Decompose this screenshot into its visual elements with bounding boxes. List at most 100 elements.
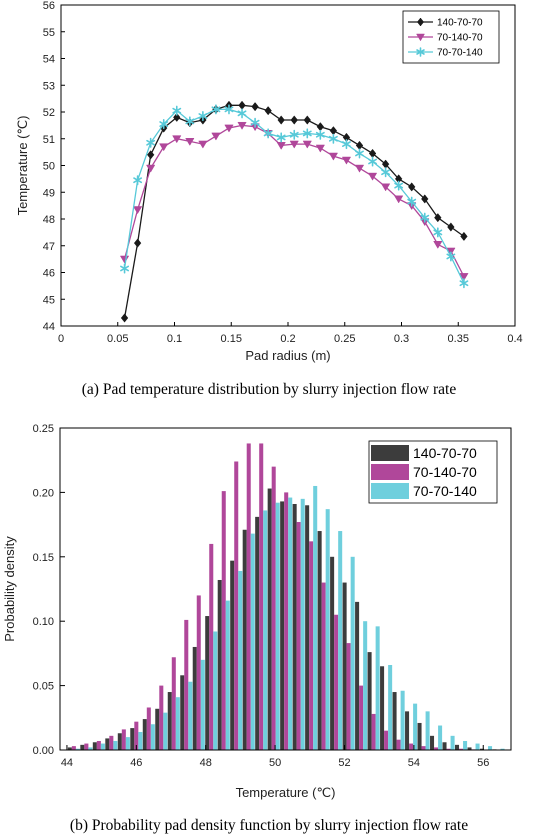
asterisk-marker bbox=[159, 119, 169, 130]
asterisk-marker bbox=[394, 180, 404, 191]
x-tick-label: 0.3 bbox=[394, 333, 409, 345]
diamond-marker bbox=[408, 182, 416, 192]
line-chart-legend: 140-70-70 70-140-70 70-70-140 bbox=[402, 10, 500, 64]
triangle-down-marker bbox=[159, 143, 169, 152]
triangle-down-marker bbox=[315, 144, 325, 153]
legend-label: 70-140-70 bbox=[413, 464, 477, 480]
triangle-down-marker bbox=[224, 124, 234, 133]
histogram-bar bbox=[330, 556, 335, 750]
histogram-bar bbox=[188, 681, 193, 750]
diamond-marker bbox=[434, 213, 442, 223]
diamond-marker bbox=[447, 222, 455, 232]
x-tick-label: 0.1 bbox=[167, 333, 182, 345]
x-tick-label: 0.4 bbox=[507, 333, 522, 345]
histogram-bar bbox=[421, 746, 426, 750]
histogram-bar bbox=[371, 713, 376, 750]
histogram-bar bbox=[288, 497, 293, 750]
asterisk-marker bbox=[276, 132, 286, 143]
triangle-down-marker bbox=[211, 132, 221, 141]
histogram-bar bbox=[325, 509, 330, 750]
triangle-down-marker bbox=[132, 206, 143, 215]
histogram-bar bbox=[209, 543, 214, 750]
histogram-bar bbox=[450, 735, 455, 750]
histogram-bar bbox=[500, 748, 505, 750]
histogram-bar bbox=[359, 685, 364, 750]
diamond-marker bbox=[264, 106, 272, 116]
histogram-bar bbox=[155, 708, 160, 750]
histogram-legend: 140-70-70 70-140-70 70-70-140 bbox=[368, 440, 498, 504]
histogram-bar bbox=[317, 531, 322, 750]
y-tick-label: 48 bbox=[43, 214, 55, 226]
legend-label: 70-70-140 bbox=[437, 48, 483, 59]
triangle-down-marker bbox=[354, 164, 365, 173]
y-tick-label: 52 bbox=[43, 107, 55, 119]
histogram-bar bbox=[113, 740, 118, 750]
asterisk-marker bbox=[120, 263, 129, 274]
histogram-bars bbox=[67, 443, 505, 750]
y-tick-label: 47 bbox=[43, 241, 55, 253]
histogram-bar bbox=[80, 744, 85, 750]
histogram-bar bbox=[350, 556, 355, 750]
histogram-bar bbox=[363, 621, 368, 750]
asterisk-marker bbox=[224, 104, 234, 115]
legend-swatch bbox=[371, 483, 409, 499]
histogram-bar bbox=[334, 614, 339, 750]
histogram-bar bbox=[134, 721, 139, 750]
histogram-bar bbox=[67, 747, 72, 750]
histogram-bar bbox=[430, 735, 435, 750]
x-tick-label: 0.35 bbox=[448, 333, 469, 345]
triangle-down-marker bbox=[237, 121, 247, 130]
histogram-bar bbox=[409, 743, 414, 750]
histogram-bar bbox=[196, 595, 201, 750]
asterisk-marker bbox=[368, 156, 377, 167]
triangle-down-marker bbox=[185, 138, 195, 146]
asterisk-marker bbox=[446, 251, 456, 262]
histogram-bar bbox=[171, 657, 176, 750]
histogram-bar bbox=[238, 570, 243, 750]
histogram-bar bbox=[388, 664, 393, 750]
y-tick-label: 55 bbox=[43, 27, 55, 39]
histogram-bar bbox=[342, 582, 347, 750]
asterisk-marker bbox=[416, 47, 425, 57]
y-tick-label: 0.20 bbox=[33, 487, 54, 499]
histogram-bar bbox=[217, 579, 222, 750]
line-chart-x-axis-label: Pad radius (m) bbox=[245, 348, 330, 363]
histogram-bar bbox=[121, 729, 126, 750]
histogram-bar bbox=[213, 631, 218, 750]
asterisk-marker bbox=[263, 128, 273, 139]
asterisk-marker bbox=[381, 167, 391, 178]
asterisk-marker bbox=[289, 129, 299, 140]
x-tick-label: 54 bbox=[408, 757, 420, 769]
histogram-bar bbox=[280, 501, 285, 750]
asterisk-marker bbox=[133, 175, 143, 186]
x-tick-label: 0.15 bbox=[221, 333, 242, 345]
histogram-ticks: 44 46 48 50 52 54 56 0.00 0.05 0.10 0.15 0.20 0.25 bbox=[33, 423, 490, 769]
histogram-bar bbox=[184, 619, 189, 750]
x-tick-label: 0 bbox=[58, 333, 64, 345]
asterisk-marker bbox=[407, 196, 417, 207]
histogram-bar bbox=[142, 719, 147, 750]
histogram-bar bbox=[259, 443, 264, 750]
histogram-bar bbox=[192, 646, 197, 750]
caption-b: (b) Probability pad density function by … bbox=[70, 817, 468, 834]
y-tick-label: 46 bbox=[43, 268, 55, 280]
histogram-bar bbox=[425, 711, 430, 750]
histogram-bar bbox=[380, 666, 385, 750]
triangle-down-marker bbox=[380, 183, 391, 192]
histogram-bar bbox=[221, 491, 226, 750]
histogram-bar bbox=[146, 707, 151, 750]
x-tick-label: 50 bbox=[269, 757, 281, 769]
triangle-down-marker bbox=[394, 195, 404, 204]
line-chart-series bbox=[119, 100, 469, 323]
triangle-down-marker bbox=[459, 273, 469, 281]
diamond-marker bbox=[303, 115, 311, 125]
histogram-bar bbox=[88, 747, 93, 750]
histogram-bar bbox=[92, 742, 97, 750]
histogram-bar bbox=[355, 601, 360, 750]
triangle-down-marker bbox=[416, 33, 425, 42]
histogram-bar bbox=[263, 510, 268, 750]
triangle-down-marker bbox=[367, 172, 378, 181]
asterisk-marker bbox=[198, 111, 208, 122]
histogram-bar bbox=[296, 522, 301, 750]
y-tick-label: 0.05 bbox=[33, 681, 54, 693]
